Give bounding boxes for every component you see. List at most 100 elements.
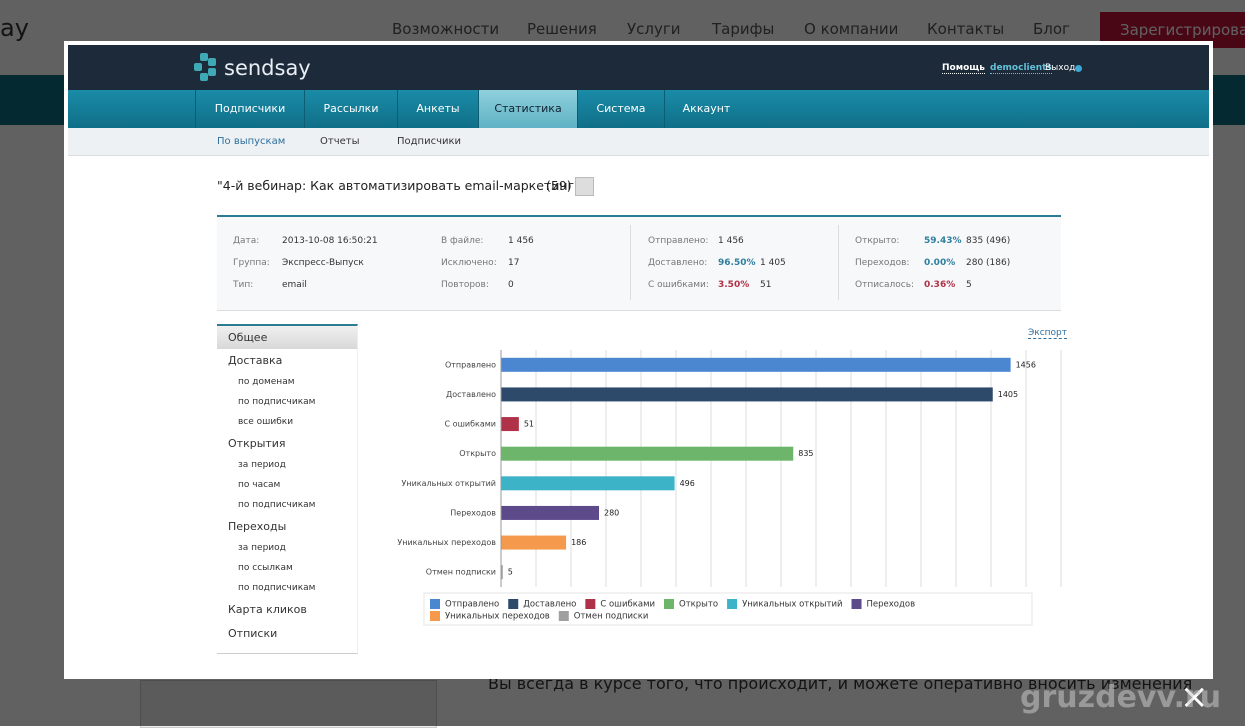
- summary-label: Отправлено:: [648, 236, 709, 246]
- legend-swatch: [508, 599, 519, 609]
- watermark: gruzdevv.ru: [1020, 680, 1222, 715]
- bar: [501, 446, 794, 461]
- legend-label: Переходов: [867, 600, 916, 610]
- tab[interactable]: Рассылки: [304, 90, 397, 128]
- y-tick-label: С ошибками: [445, 420, 496, 429]
- menu-item[interactable]: по ссылкам: [238, 563, 293, 573]
- legend-label: Отправлено: [445, 600, 499, 610]
- data-label: 1456: [1016, 360, 1036, 369]
- tab[interactable]: Анкеты: [397, 90, 478, 128]
- summary-label: Переходов:: [855, 258, 910, 268]
- bar: [501, 476, 675, 491]
- logo-hex: [208, 58, 216, 66]
- summary-percent: 0.36%: [924, 280, 956, 290]
- data-label: 1405: [998, 390, 1018, 399]
- subtab[interactable]: Отчеты: [320, 136, 360, 147]
- y-tick-label: Доставлено: [446, 390, 496, 399]
- legend-swatch: [430, 611, 440, 621]
- header-link[interactable]: democlients: [990, 63, 1052, 74]
- summary-value: Экспресс-Выпуск: [282, 258, 364, 268]
- menu-item[interactable]: за период: [238, 543, 286, 553]
- bar: [501, 417, 519, 432]
- summary-box: [217, 215, 1061, 311]
- menu-item[interactable]: все ошибки: [238, 417, 294, 427]
- bar: [501, 357, 1011, 372]
- app-header: [68, 45, 1209, 90]
- summary-value: 835 (496): [966, 236, 1011, 246]
- app-logo-icon: [194, 53, 218, 81]
- header-link[interactable]: Выход: [1045, 63, 1076, 73]
- legend-label: Уникальных открытий: [742, 600, 842, 610]
- subtab[interactable]: Подписчики: [397, 136, 462, 147]
- menu-item[interactable]: по подписчикам: [238, 500, 316, 510]
- preview-button[interactable]: [575, 177, 594, 196]
- logo-hex: [194, 63, 202, 71]
- menu-item[interactable]: по часам: [238, 480, 281, 490]
- summary-label: Доставлено:: [648, 258, 708, 268]
- legend-swatch: [727, 599, 738, 609]
- tab-bar: [68, 90, 1209, 128]
- tab[interactable]: Статистика: [478, 90, 577, 128]
- summary-percent: 59.43%: [924, 236, 962, 246]
- data-label: 5: [508, 568, 513, 577]
- summary-label: Повторов:: [441, 280, 489, 290]
- data-label: 51: [524, 420, 534, 429]
- legend-label: С ошибками: [600, 600, 655, 610]
- legend-swatch: [558, 611, 569, 621]
- legend-label: Уникальных переходов: [445, 612, 550, 622]
- summary-percent: 0.00%: [924, 258, 956, 268]
- summary-percent: 96.50%: [718, 258, 756, 268]
- data-label: 280: [604, 508, 619, 517]
- side-menu: [217, 324, 358, 654]
- menu-item[interactable]: Общее: [228, 331, 268, 344]
- legend-label: Отмен подписки: [574, 612, 649, 622]
- menu-item[interactable]: Доставка: [228, 354, 283, 367]
- tab[interactable]: Подписчики: [195, 90, 304, 128]
- summary-label: Открыто:: [855, 236, 900, 246]
- logo-hex: [208, 68, 216, 76]
- tab[interactable]: Система: [577, 90, 664, 128]
- subtab-bar: [68, 128, 1209, 156]
- y-tick-label: Открыто: [459, 449, 496, 458]
- legend-box: [423, 592, 1033, 626]
- mailing-count: (59): [546, 178, 572, 193]
- summary-label: Группа:: [233, 258, 270, 268]
- summary-label: С ошибками:: [648, 280, 709, 290]
- summary-value: 0: [508, 280, 514, 290]
- summary-value: 1 456: [508, 236, 534, 246]
- summary-label: Исключено:: [441, 258, 497, 268]
- logo-hex: [200, 73, 208, 81]
- menu-active-bg: [217, 326, 357, 349]
- menu-item[interactable]: по доменам: [238, 377, 295, 387]
- bar: [501, 387, 993, 402]
- export-link[interactable]: Экспорт: [1028, 328, 1068, 339]
- y-tick-label: Уникальных открытий: [401, 479, 496, 488]
- menu-item[interactable]: по подписчикам: [238, 397, 316, 407]
- menu-item[interactable]: Открытия: [228, 437, 286, 450]
- summary-divider: [630, 225, 631, 300]
- close-button[interactable]: ×: [1180, 677, 1209, 717]
- y-tick-label: Отмен подписки: [426, 568, 496, 577]
- app-logo[interactable]: sendsay: [224, 56, 311, 80]
- menu-item[interactable]: Отписки: [228, 627, 278, 640]
- legend-label: Открыто: [679, 600, 718, 610]
- y-tick-label: Переходов: [450, 508, 496, 517]
- header-link[interactable]: Помощь: [942, 63, 985, 74]
- legend-swatch: [851, 599, 862, 609]
- menu-item[interactable]: за период: [238, 460, 286, 470]
- legend-swatch: [430, 599, 440, 609]
- data-label: 496: [680, 479, 695, 488]
- summary-value: email: [282, 280, 307, 290]
- menu-item[interactable]: Карта кликов: [228, 603, 307, 616]
- summary-label: Отписалось:: [855, 280, 915, 290]
- menu-item[interactable]: Переходы: [228, 520, 287, 533]
- tab[interactable]: Аккаунт: [664, 90, 748, 128]
- subtab[interactable]: По выпускам: [217, 136, 286, 147]
- menu-item[interactable]: по подписчикам: [238, 583, 316, 593]
- summary-value: 1 456: [718, 236, 744, 246]
- y-tick-label: Уникальных переходов: [397, 538, 496, 547]
- summary-value: 1 405: [760, 258, 786, 268]
- legend-label: Доставлено: [523, 600, 576, 610]
- summary-percent: 3.50%: [718, 280, 750, 290]
